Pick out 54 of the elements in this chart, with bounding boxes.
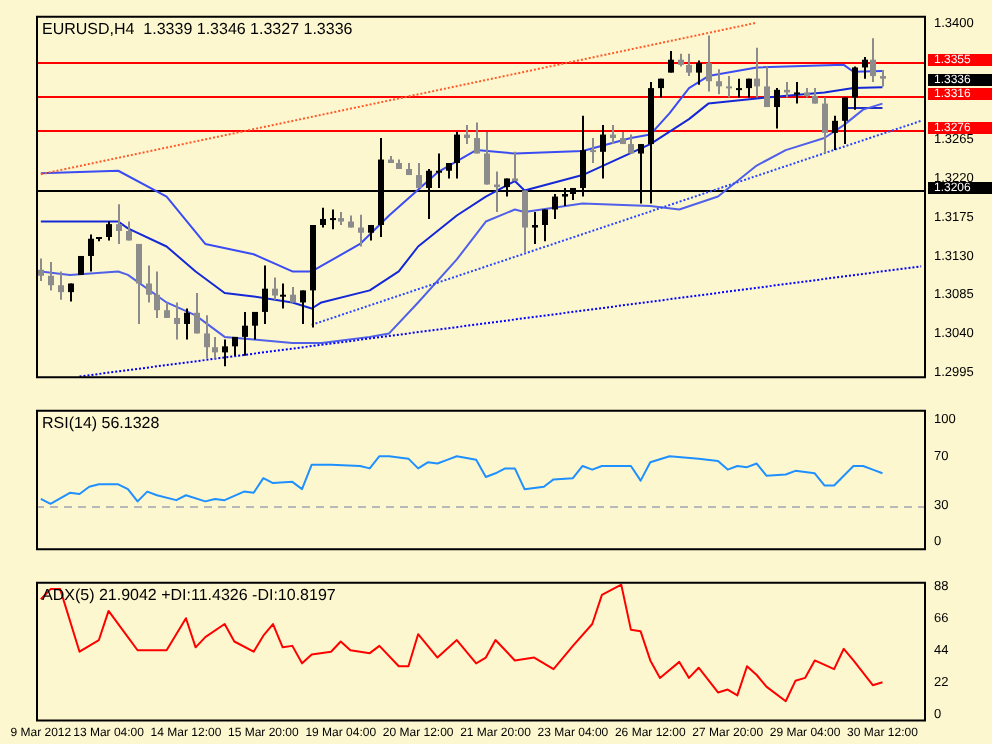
candlestick (320, 206, 326, 229)
candlestick (88, 233, 94, 273)
candlestick (474, 121, 480, 155)
candlestick (696, 59, 702, 86)
candlestick (870, 37, 876, 84)
chart-title: EURUSD,H4 1.3339 1.3346 1.3327 1.3336 (42, 20, 354, 39)
candlestick (212, 335, 218, 360)
candlestick (184, 307, 190, 341)
candlestick (512, 150, 518, 183)
candlestick (242, 310, 248, 357)
candlestick (280, 282, 286, 310)
candlestick (252, 310, 258, 341)
candlestick (222, 338, 228, 368)
candlestick (764, 65, 770, 109)
candlestick (668, 50, 674, 74)
candlestick (832, 114, 838, 152)
candlestick (600, 124, 606, 180)
candlestick (862, 56, 868, 80)
candlestick (726, 75, 732, 99)
candlestick (774, 87, 780, 130)
candlestick (300, 289, 306, 325)
candlestick (542, 208, 548, 243)
candlestick (330, 208, 336, 231)
candlestick (706, 34, 712, 93)
candlestick (48, 260, 54, 292)
candlestick (532, 211, 538, 245)
chart-title: RSI(14) 56.1328 (42, 414, 161, 433)
candlestick (484, 131, 490, 186)
candlestick (416, 162, 422, 189)
candlestick (590, 137, 596, 164)
candlestick (136, 242, 142, 325)
candlestick (38, 257, 44, 282)
candlestick (794, 81, 800, 105)
candlestick (106, 220, 112, 242)
candlestick (822, 96, 828, 155)
candlestick (194, 291, 200, 335)
candlestick (358, 213, 364, 248)
candlestick (842, 96, 848, 146)
candlestick (522, 189, 528, 254)
candlestick (204, 314, 210, 360)
candlestick (58, 270, 64, 301)
candlestick (628, 133, 634, 155)
candlestick (146, 264, 152, 304)
candlestick (716, 68, 722, 96)
candlestick (154, 270, 160, 319)
candlestick (454, 131, 460, 180)
candlestick (174, 301, 180, 341)
candlestick (272, 276, 278, 301)
candlestick (116, 203, 122, 245)
candlestick (754, 46, 760, 99)
candlestick (852, 65, 858, 111)
candlestick (686, 52, 692, 78)
candlestick (736, 77, 742, 99)
candlestick (262, 264, 268, 325)
